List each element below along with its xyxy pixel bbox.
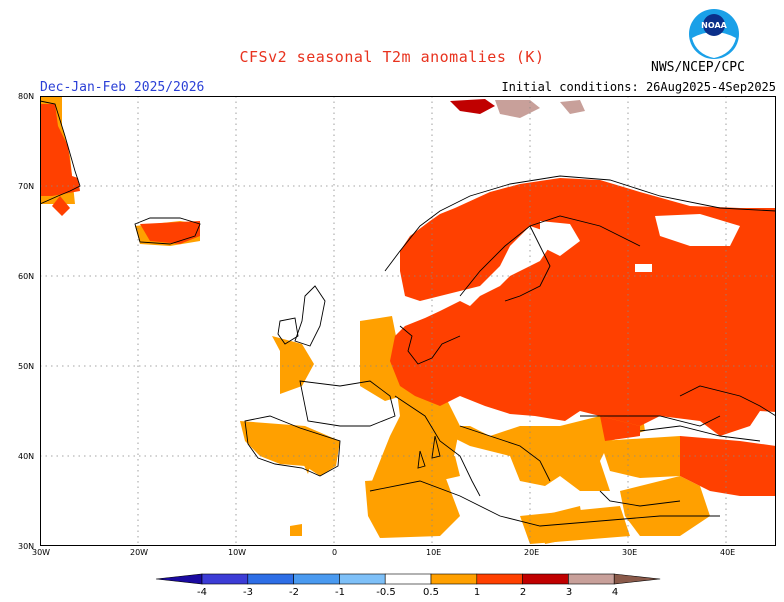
lon-label: 20E <box>524 548 540 557</box>
lat-label: 40N <box>18 452 35 461</box>
colorbar-cell <box>568 573 615 585</box>
colorbar-label: -4 <box>197 587 207 598</box>
colorbar-label: -0.5 <box>376 587 396 598</box>
noaa-logo-text: NOAA <box>701 21 727 30</box>
colorbar-cell <box>384 573 432 585</box>
colorbar-label: 3 <box>565 587 573 598</box>
neutral-areas <box>540 214 740 272</box>
anomaly-3-4-areas <box>495 100 585 118</box>
colorbar-label: 2 <box>519 587 527 598</box>
colorbar-label: 0.5 <box>423 587 439 598</box>
lon-label: 20W <box>130 548 149 557</box>
colorbar-label: 4 <box>611 587 619 598</box>
colorbar-cell <box>522 573 569 585</box>
colorbar-cell <box>339 573 386 585</box>
colorbar-cell <box>476 573 523 585</box>
map-frame <box>40 96 776 546</box>
colorbar-cell <box>201 573 249 585</box>
lat-label: 50N <box>18 362 35 371</box>
lat-label: 70N <box>18 182 35 191</box>
season-label: Dec-Jan-Feb 2025/2026 <box>40 80 205 95</box>
lon-label: 0 <box>332 548 338 557</box>
lat-label: 80N <box>18 92 35 101</box>
colorbar-label: -3 <box>243 587 253 598</box>
lat-label: 30N <box>18 542 35 551</box>
lon-label: 10E <box>426 548 442 557</box>
colorbar-cell <box>293 573 340 585</box>
colorbar-cell <box>613 573 661 585</box>
graticule <box>40 96 776 546</box>
colorbar-label: -1 <box>335 587 345 598</box>
lat-label: 60N <box>18 272 35 281</box>
colorbar-cell <box>155 573 203 585</box>
agency-label: NWS/NCEP/CPC <box>651 60 745 75</box>
coastlines <box>40 100 776 527</box>
colorbar-label: -2 <box>289 587 299 598</box>
colorbar-label: 1 <box>473 587 481 598</box>
map-title: CFSv2 seasonal T2m anomalies (K) <box>239 48 545 66</box>
anomaly-2-3-areas <box>450 99 495 114</box>
europe-anomaly-map <box>40 96 776 546</box>
lon-label: 10W <box>228 548 247 557</box>
noaa-logo-icon: NOAA <box>689 9 739 59</box>
lon-label: 30W <box>32 548 51 557</box>
lon-label: 30E <box>622 548 638 557</box>
colorbar-cell <box>247 573 294 585</box>
initial-conditions-label: Initial conditions: 26Aug2025-4Sep2025 <box>501 80 776 94</box>
lon-label: 40E <box>720 548 736 557</box>
colorbar-cell <box>430 573 478 585</box>
colorbar <box>155 573 661 585</box>
